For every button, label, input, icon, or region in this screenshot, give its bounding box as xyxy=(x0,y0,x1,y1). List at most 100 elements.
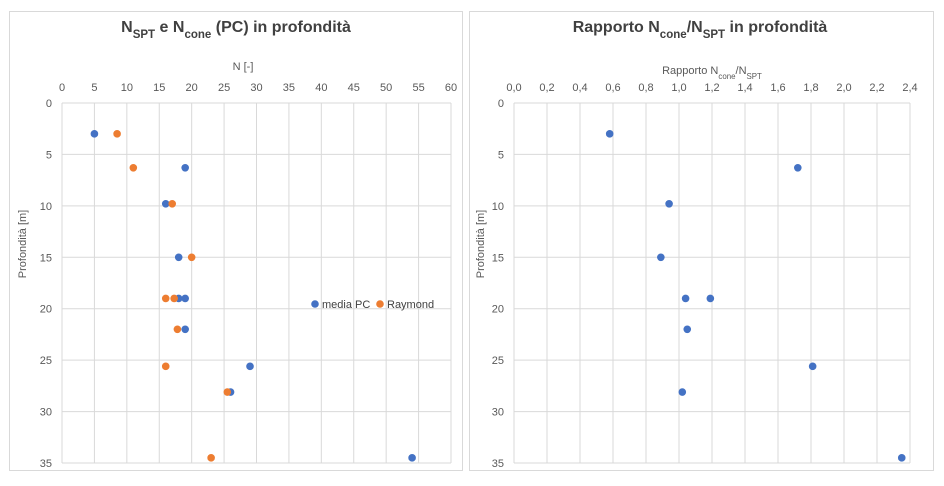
x-tick-label: 55 xyxy=(412,82,424,94)
y-tick-label: 30 xyxy=(492,407,504,419)
y-tick-label: 10 xyxy=(492,201,504,213)
y-tick-label: 20 xyxy=(492,304,504,316)
x-tick-label: 2,0 xyxy=(836,82,851,94)
data-point xyxy=(408,454,416,462)
data-point xyxy=(794,164,802,172)
x-tick-label: 60 xyxy=(445,82,457,94)
data-point xyxy=(246,362,254,371)
data-point xyxy=(161,362,170,371)
data-point xyxy=(170,294,178,303)
text-part: e N xyxy=(155,19,184,36)
chart-title: Rapporto Ncone/NSPT in profondità xyxy=(573,19,828,41)
series-0 xyxy=(605,130,906,462)
x-tick-label: 0 xyxy=(59,82,65,94)
legend-label: Raymond xyxy=(387,299,434,311)
y-tick-label: 35 xyxy=(492,458,504,470)
data-point xyxy=(706,294,715,303)
x-tick-label: 20 xyxy=(186,82,198,94)
x-tick-label: 35 xyxy=(283,82,295,94)
text-part: /N xyxy=(736,65,747,77)
x-tick-label: 10 xyxy=(121,82,133,94)
x-tick-label: 30 xyxy=(250,82,262,94)
x-tick-label: 1,6 xyxy=(770,82,785,94)
x-tick-label: 0,0 xyxy=(506,82,521,94)
data-point xyxy=(181,164,189,172)
data-point xyxy=(161,294,170,303)
data-point xyxy=(681,294,690,303)
x-tick-label: 0,8 xyxy=(638,82,653,94)
data-point xyxy=(605,130,614,138)
data-point xyxy=(897,454,906,462)
x-tick-label: 5 xyxy=(91,82,97,94)
data-point xyxy=(181,325,189,334)
x-tick-label: 15 xyxy=(153,82,165,94)
x-tick-label: 2,2 xyxy=(869,82,884,94)
text-part: Rapporto N xyxy=(662,65,718,77)
data-point xyxy=(161,200,170,208)
data-point xyxy=(223,388,232,396)
y-axis-label: Profondità [m] xyxy=(475,210,487,278)
y-tick-label: 5 xyxy=(46,149,52,161)
data-point xyxy=(665,200,673,208)
data-point xyxy=(678,388,687,396)
y-tick-label: 15 xyxy=(40,252,52,264)
left-chart-panel xyxy=(9,11,463,471)
data-point xyxy=(808,362,817,371)
x-axis-label: Rapporto Ncone/NSPT xyxy=(662,65,762,81)
data-point xyxy=(683,325,692,334)
data-point xyxy=(129,164,138,172)
subscript-text: cone xyxy=(660,29,687,41)
legend-marker xyxy=(311,300,319,308)
y-tick-label: 10 xyxy=(40,201,52,213)
x-tick-label: 40 xyxy=(315,82,327,94)
data-point xyxy=(657,253,665,262)
text-part: /N xyxy=(687,19,703,36)
text-part: (PC) in profondità xyxy=(211,19,351,36)
x-tick-label: 1,4 xyxy=(737,82,752,94)
data-point xyxy=(168,200,177,208)
text-part: N xyxy=(121,19,133,36)
subscript-text: SPT xyxy=(747,72,763,81)
x-tick-label: 1,2 xyxy=(704,82,719,94)
subscript-text: cone xyxy=(718,72,736,81)
x-tick-label: 0,6 xyxy=(605,82,620,94)
y-tick-label: 35 xyxy=(40,458,52,470)
x-tick-label: 0,4 xyxy=(572,82,587,94)
data-point xyxy=(174,253,183,262)
subscript-text: SPT xyxy=(133,29,155,41)
y-tick-label: 0 xyxy=(498,98,504,110)
x-tick-label: 45 xyxy=(348,82,360,94)
data-point xyxy=(90,130,99,138)
legend-label: media PC xyxy=(322,299,370,311)
y-tick-label: 5 xyxy=(498,149,504,161)
x-axis-label: N [-] xyxy=(233,61,254,73)
y-tick-label: 30 xyxy=(40,407,52,419)
legend-marker xyxy=(376,300,384,308)
legend: media PC Raymond xyxy=(311,299,434,311)
x-tick-label: 1,8 xyxy=(803,82,818,94)
chart-0: NSPT e Ncone (PC) in profondità 0 5 10 15 20 2… xyxy=(17,19,457,470)
x-tick-label: 1,0 xyxy=(671,82,686,94)
text-part: in profondità xyxy=(725,19,827,36)
data-point xyxy=(173,325,182,334)
data-point xyxy=(181,294,189,303)
y-axis-label: Profondità [m] xyxy=(17,210,29,278)
y-tick-label: 20 xyxy=(40,304,52,316)
data-point xyxy=(187,253,196,262)
y-tick-label: 25 xyxy=(492,355,504,367)
x-tick-label: 0,2 xyxy=(539,82,554,94)
chart-title: NSPT e Ncone (PC) in profondità xyxy=(121,19,351,41)
text-part: Rapporto N xyxy=(573,19,660,36)
x-tick-label: 2,4 xyxy=(902,82,917,94)
y-tick-label: 15 xyxy=(492,252,504,264)
series-1 xyxy=(113,130,232,462)
series-0 xyxy=(90,130,416,462)
data-point xyxy=(113,130,121,138)
y-tick-label: 25 xyxy=(40,355,52,367)
y-tick-label: 0 xyxy=(46,98,52,110)
x-tick-label: 50 xyxy=(380,82,392,94)
subscript-text: SPT xyxy=(703,29,725,41)
data-point xyxy=(207,454,215,462)
